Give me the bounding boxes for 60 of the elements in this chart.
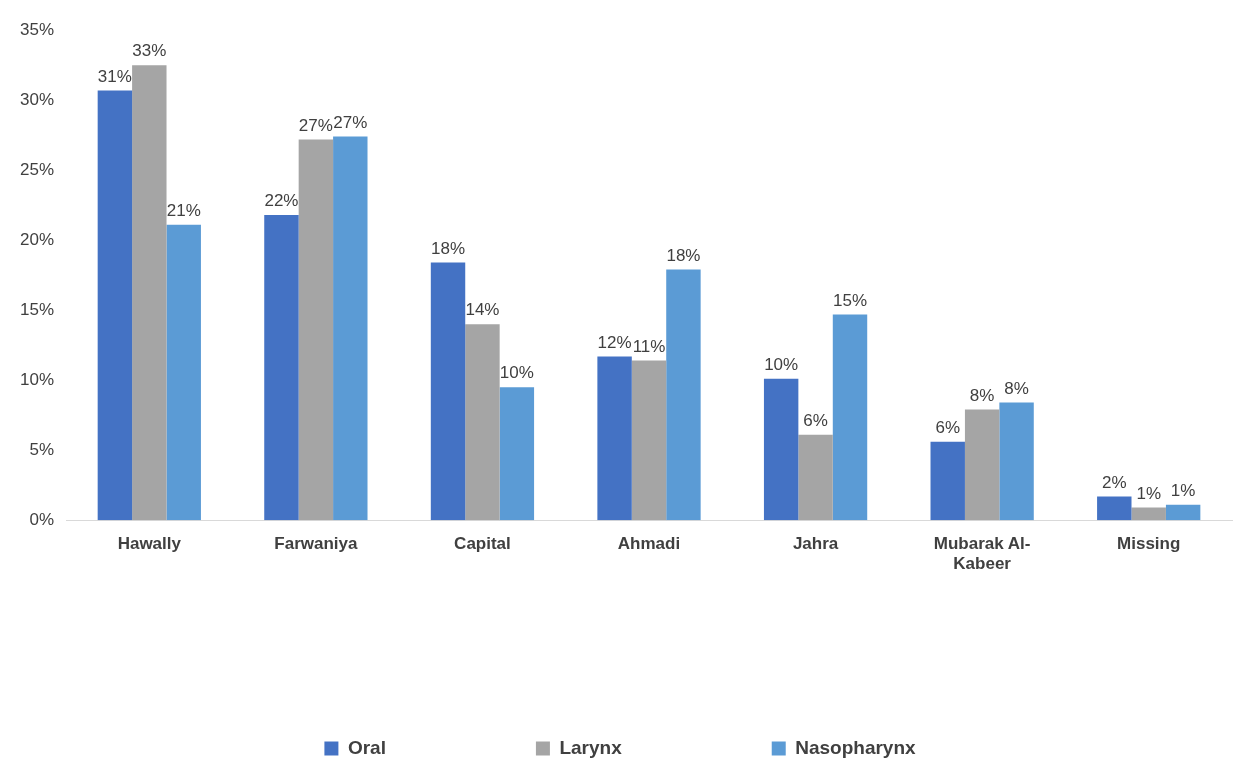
bar (166, 224, 201, 521)
data-label: 14% (465, 300, 500, 320)
data-label: 21% (166, 200, 201, 220)
data-label: 2% (1102, 472, 1127, 492)
x-tick-label: Jahra (792, 534, 839, 554)
data-label: 6% (803, 410, 828, 430)
data-label: 10% (499, 363, 534, 383)
x-tick-label: Capital (454, 534, 511, 554)
y-tick-label: 35% (19, 19, 55, 39)
bar (666, 269, 701, 521)
data-label: 18% (666, 245, 701, 265)
bar (964, 409, 1000, 521)
bar (832, 314, 868, 521)
bar (97, 90, 133, 521)
data-label: 31% (97, 66, 132, 86)
bar (1097, 496, 1132, 521)
bar (333, 136, 368, 521)
bar (763, 378, 799, 521)
bar (499, 387, 535, 521)
x-tick-label: Mubarak Al-Kabeer (933, 534, 1031, 574)
legend-label: Larynx (559, 736, 623, 758)
bar (298, 139, 334, 521)
bar (430, 262, 466, 521)
x-tick-label: Ahmadi (617, 534, 681, 554)
data-label: 12% (597, 332, 632, 352)
y-tick-label: 25% (19, 159, 55, 179)
data-label: 10% (764, 354, 799, 374)
legend-label: Nasopharynx (795, 736, 917, 758)
bar (631, 360, 667, 521)
bar (930, 441, 965, 521)
data-label: 8% (969, 385, 995, 405)
y-tick-label: 30% (19, 89, 55, 109)
data-label: 22% (264, 191, 299, 211)
x-tick-label: Missing (1117, 534, 1181, 554)
bar (264, 215, 299, 521)
legend-label: Oral (347, 736, 386, 758)
data-label: 1% (1136, 483, 1162, 503)
x-tick-label: Hawally (117, 534, 182, 554)
y-tick-label: 15% (19, 299, 55, 319)
data-label: 27% (298, 115, 333, 135)
data-label: 1% (1170, 480, 1196, 500)
data-label: 8% (1004, 378, 1029, 398)
data-label: 11% (632, 336, 666, 356)
y-tick-label: 5% (29, 439, 55, 459)
data-label: 18% (431, 238, 466, 258)
x-tick-label: Farwaniya (274, 534, 358, 554)
y-tick-label: 0% (29, 509, 55, 529)
bar (1131, 507, 1166, 521)
bar (132, 65, 167, 521)
bar (999, 402, 1034, 521)
y-tick-label: 10% (19, 369, 55, 389)
data-label: 27% (333, 112, 368, 132)
bar (597, 356, 632, 521)
bar (1165, 504, 1201, 521)
bar (798, 434, 833, 521)
bar (465, 324, 500, 521)
y-tick-label: 20% (19, 229, 55, 249)
data-label: 15% (832, 290, 868, 310)
data-label: 6% (935, 417, 961, 437)
data-label: 33% (132, 41, 167, 61)
